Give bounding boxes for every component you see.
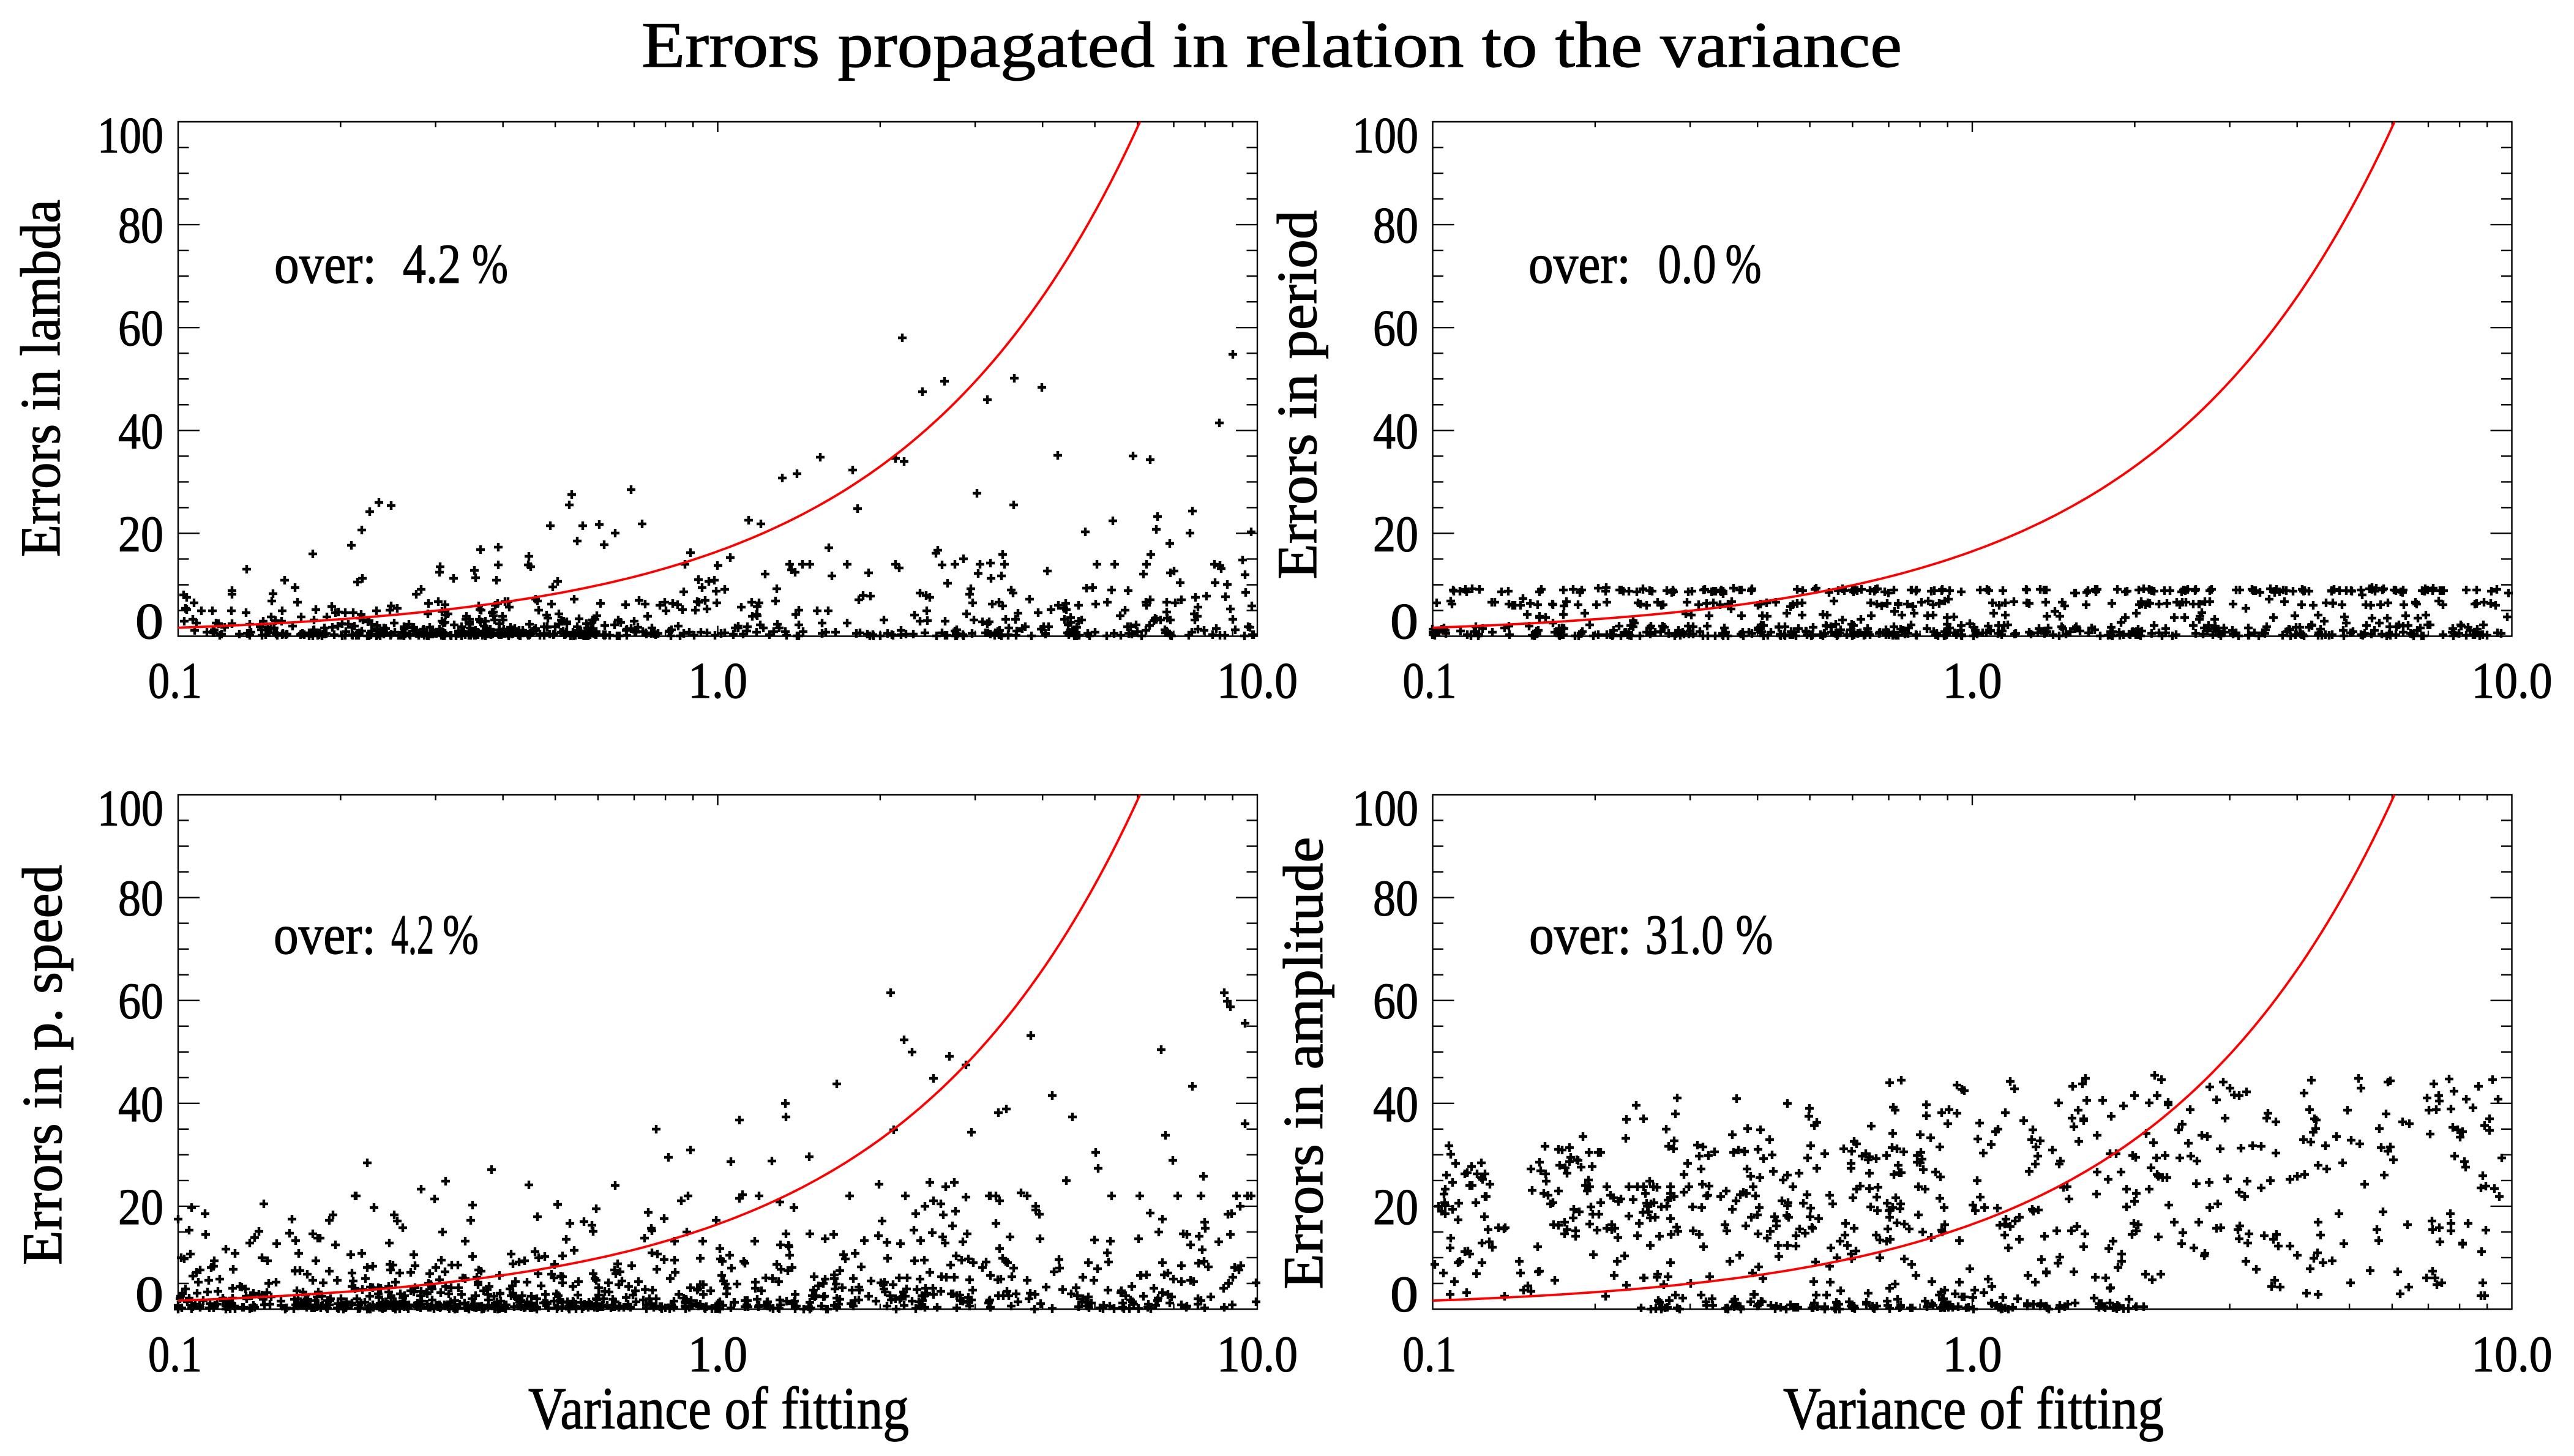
svg-text:20: 20 [1373,506,1418,562]
svg-text:31.0: 31.0 [1645,903,1724,966]
svg-text:over:: over: [274,903,376,966]
svg-text:4.2: 4.2 [403,233,461,295]
svg-text:80: 80 [118,197,163,254]
svg-text:0.1: 0.1 [1403,1326,1457,1383]
svg-text:1.0: 1.0 [688,652,747,709]
svg-text:%: % [1726,233,1762,295]
svg-text:over:: over: [1529,903,1631,966]
svg-text:60: 60 [118,973,163,1030]
svg-text:Errors in lambda: Errors in lambda [9,200,72,557]
svg-text:%: % [443,903,479,966]
svg-text:Errors in period: Errors in period [1266,211,1328,580]
svg-text:Variance of fitting: Variance of fitting [528,1376,909,1442]
svg-text:10.0: 10.0 [2472,652,2553,709]
svg-text:Variance of fitting: Variance of fitting [1783,1376,2164,1442]
svg-text:100: 100 [97,780,163,837]
svg-text:10.0: 10.0 [1217,1326,1298,1383]
svg-text:10.0: 10.0 [2472,1326,2553,1383]
svg-text:0: 0 [1390,1266,1418,1323]
svg-text:0.1: 0.1 [148,652,202,709]
svg-text:0.1: 0.1 [148,1326,202,1383]
svg-text:Errors propagated in relation: Errors propagated in relation to the var… [642,9,1902,81]
svg-text:40: 40 [1373,1076,1418,1133]
svg-text:0: 0 [135,593,163,650]
svg-text:1.0: 1.0 [1943,652,2002,709]
svg-text:40: 40 [118,1076,163,1133]
svg-text:1.0: 1.0 [688,1326,747,1383]
svg-text:40: 40 [1373,403,1418,460]
svg-text:over:: over: [1528,233,1631,295]
svg-text:40: 40 [118,403,163,460]
svg-text:%: % [1736,903,1773,966]
svg-text:0.0: 0.0 [1658,233,1716,295]
svg-text:4.2: 4.2 [391,903,434,966]
svg-text:20: 20 [1373,1179,1418,1236]
svg-text:60: 60 [1373,300,1418,357]
svg-text:0: 0 [1390,593,1418,650]
svg-text:1.0: 1.0 [1943,1326,2002,1383]
svg-text:60: 60 [1373,973,1418,1030]
svg-text:20: 20 [118,1179,163,1236]
svg-text:60: 60 [118,300,163,357]
svg-text:20: 20 [118,506,163,562]
svg-text:0.1: 0.1 [1403,652,1457,709]
svg-text:10.0: 10.0 [1217,652,1298,709]
svg-text:80: 80 [1373,870,1418,927]
svg-text:over:: over: [274,233,376,295]
svg-text:100: 100 [97,107,163,164]
svg-text:100: 100 [1352,780,1418,837]
svg-text:Errors in amplitude: Errors in amplitude [1272,837,1334,1290]
svg-text:0: 0 [135,1266,163,1323]
svg-text:Errors in p. speed: Errors in p. speed [11,865,73,1265]
svg-text:80: 80 [1373,197,1418,254]
svg-text:80: 80 [118,870,163,927]
svg-text:100: 100 [1352,107,1418,164]
svg-text:%: % [472,233,508,295]
